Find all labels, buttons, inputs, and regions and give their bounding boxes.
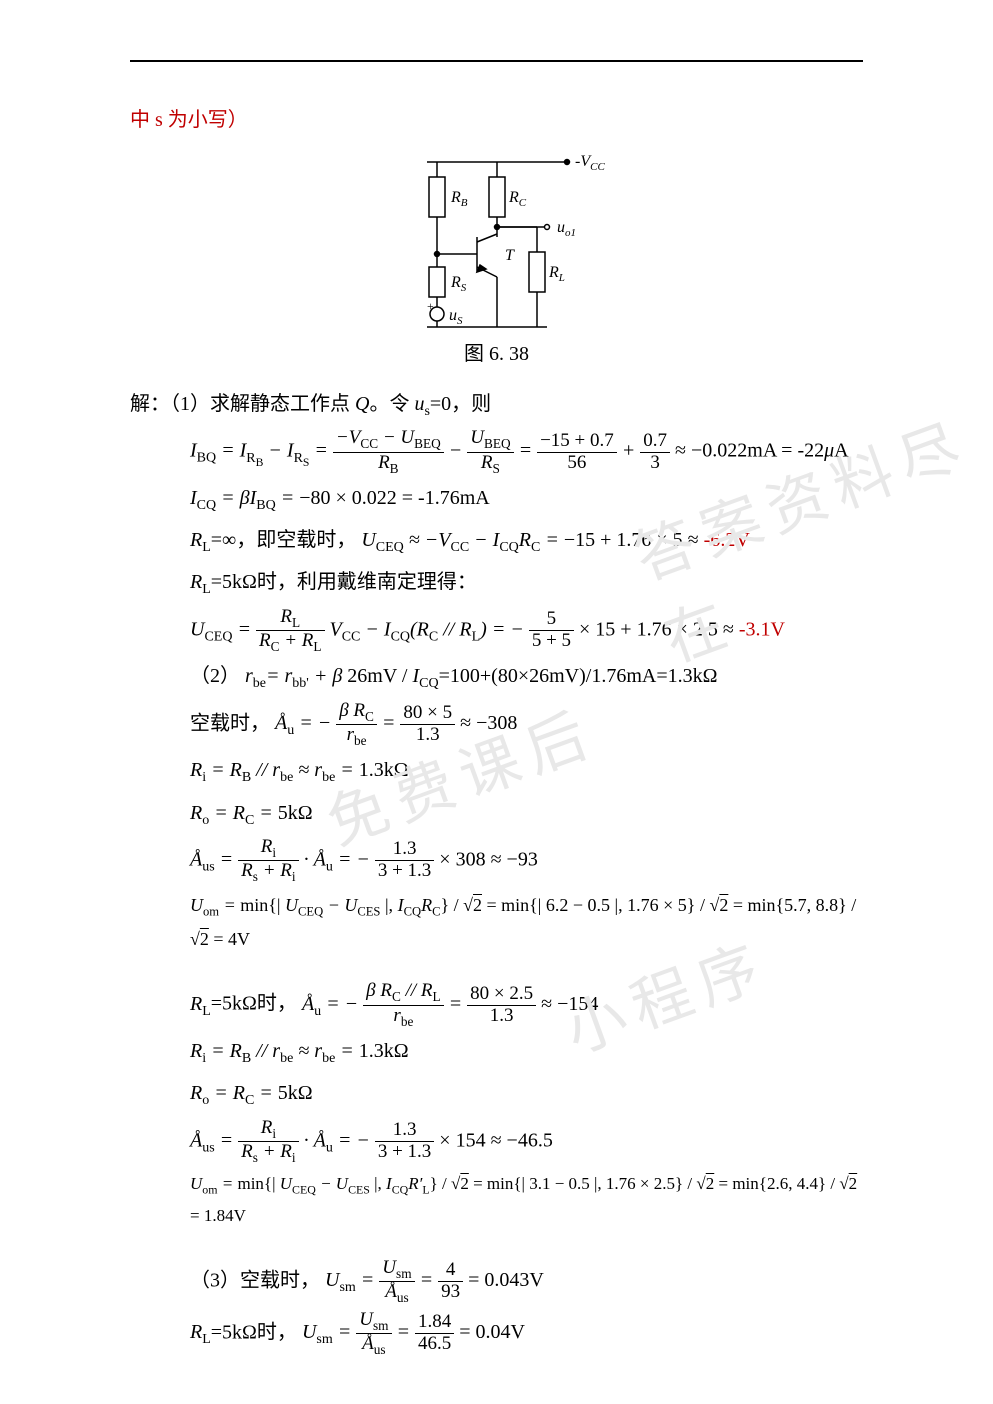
open-au: 空载时， Åu = − β RCrbe = 80 × 51.3 ≈ −308: [190, 701, 863, 749]
part3-load: RL=5kΩ时， Usm = UsmÅus = 1.8446.5 = 0.04…: [190, 1310, 863, 1358]
label-us-plus: +: [427, 299, 434, 313]
label-T: T: [505, 247, 515, 264]
eq-icq: ICQ = βIBQ = −80 × 0.022 = -1.76mA: [190, 480, 863, 518]
load-aus: Åus = RiRs + Ri · Åu = − 1.33 + 1.3 × …: [190, 1118, 863, 1166]
eq-ibq: IBQ = IRB − IRS = −VCC − UBEQRB − UBEQRS…: [190, 428, 863, 476]
part3-open: （3）空载时， Usm = UsmÅus = 493 = 0.043V: [190, 1258, 863, 1306]
open-uom: Uom = min{| UCEQ − UCES |, ICQRC} / √2 =…: [190, 889, 863, 956]
eq-uceq-5k: UCEQ = RLRC + RL VCC − ICQ(RC // RL) = −…: [190, 607, 863, 655]
load-ri: Ri = RB // rbe ≈ rbe = 1.3kΩ: [190, 1033, 863, 1071]
label-uo1: uo1: [557, 219, 576, 239]
load-ro: Ro = RC = 5kΩ: [190, 1075, 863, 1113]
label-rl: RL: [548, 264, 565, 284]
eq-thev-pre: RL=5kΩ时，利用戴维南定理得：: [190, 564, 863, 602]
label-rs: RS: [450, 274, 467, 294]
load-au: RL=5kΩ时， Åu = − β RC // RLrbe = 80 × 2.…: [190, 981, 863, 1029]
label-rb: RB: [450, 189, 468, 209]
open-ro: Ro = RC = 5kΩ: [190, 795, 863, 833]
solution-intro: 解：（1）求解静态工作点 Q。令 us=0，则: [130, 386, 863, 424]
circuit-caption: 图 6. 38: [130, 336, 863, 372]
label-rc: RC: [508, 189, 527, 209]
page: 答案资料尽在 免费课后 小程序 中 s 为小写）: [0, 0, 993, 1404]
open-aus: Åus = RiRs + Ri · Åu = − 1.33 + 1.3 × …: [190, 837, 863, 885]
part2-rbe: （2） rbe= rbb' + β 26mV / ICQ=100+(80×26m…: [190, 658, 863, 696]
top-rule: [130, 60, 863, 62]
circuit-diagram: -VCC RB RC uo1 T RS RL + uS: [367, 142, 627, 332]
header-note: 中 s 为小写）: [130, 102, 863, 138]
load-uom: Uom = min{| UCEQ − UCES |, ICQR′L} / √2 …: [190, 1169, 863, 1231]
eq-uceq-inf: RL=∞，即空载时， UCEQ ≈ −VCC − ICQRC = −15 + 1…: [190, 522, 863, 560]
label-us: uS: [449, 307, 463, 327]
open-ri: Ri = RB // rbe ≈ rbe = 1.3kΩ: [190, 752, 863, 790]
label-vcc: -VCC: [575, 153, 605, 173]
